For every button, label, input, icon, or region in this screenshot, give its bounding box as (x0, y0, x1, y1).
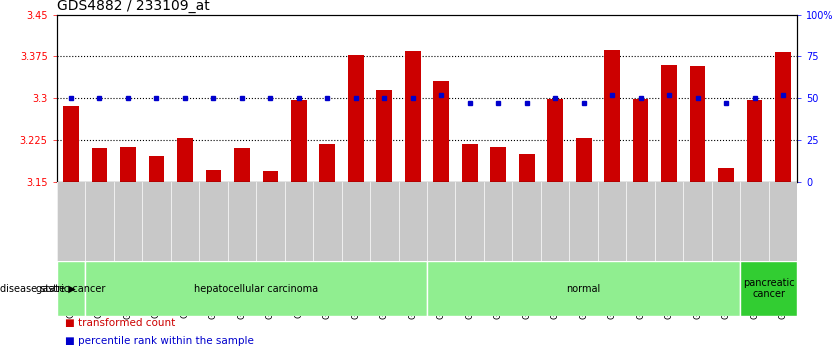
Bar (661, 65, 677, 182)
Bar (427, 261, 741, 316)
Bar (92, 148, 108, 182)
Text: ■ transformed count: ■ transformed count (65, 318, 175, 328)
Bar (291, 100, 307, 182)
Bar (741, 261, 797, 316)
Bar (234, 148, 249, 182)
Bar (490, 147, 506, 182)
Text: disease state ▶: disease state ▶ (0, 284, 76, 294)
Bar (690, 66, 706, 182)
Bar (57, 261, 85, 316)
Bar (319, 144, 335, 182)
Bar (519, 154, 535, 182)
Bar (85, 261, 427, 316)
Bar (376, 90, 392, 182)
Bar (462, 144, 478, 182)
Bar (575, 138, 591, 182)
Bar (63, 106, 78, 182)
Bar (776, 52, 791, 181)
Bar (633, 99, 649, 182)
Bar (177, 138, 193, 182)
Bar (405, 51, 420, 182)
Bar (205, 170, 221, 182)
Bar (120, 147, 136, 182)
Bar (605, 50, 620, 182)
Bar (718, 168, 734, 182)
Bar (547, 99, 563, 182)
Bar (263, 171, 279, 182)
Text: pancreatic
cancer: pancreatic cancer (743, 278, 795, 299)
Bar (348, 54, 364, 182)
Text: GDS4882 / 233109_at: GDS4882 / 233109_at (57, 0, 209, 13)
Text: normal: normal (566, 284, 600, 294)
Bar (434, 81, 449, 182)
Text: gastric cancer: gastric cancer (36, 284, 106, 294)
Text: hepatocellular carcinoma: hepatocellular carcinoma (194, 284, 318, 294)
Bar (746, 100, 762, 182)
Text: ■ percentile rank within the sample: ■ percentile rank within the sample (65, 336, 254, 346)
Bar (148, 156, 164, 182)
